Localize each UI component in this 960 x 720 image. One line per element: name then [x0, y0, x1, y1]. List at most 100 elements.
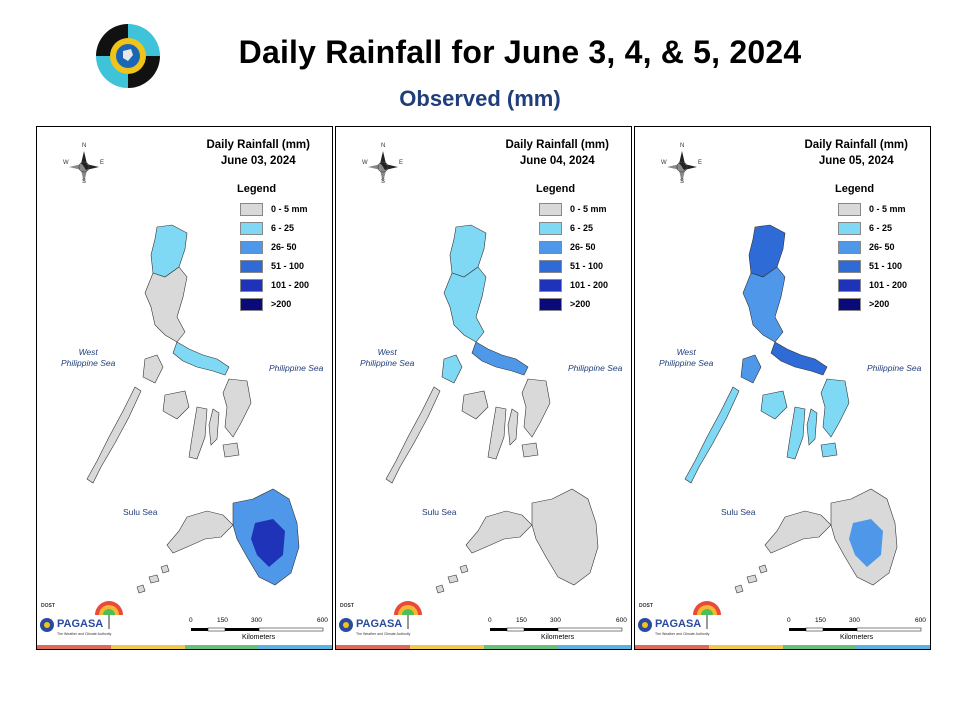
region-central-luzon	[144, 266, 188, 343]
region-sulu-islands	[734, 564, 768, 594]
scale-units: Kilometers	[242, 634, 276, 641]
region-sulu-islands	[136, 564, 170, 594]
legend-label: 26- 50	[570, 242, 596, 252]
pagasa-tagline-text: The Weather and Climate Authority	[57, 632, 112, 636]
legend-label: 0 - 5 mm	[570, 204, 607, 214]
pagasa-corner-logo: DOST PAGASA The Weather and Climate Auth…	[37, 601, 127, 641]
compass-rose-icon	[368, 151, 398, 183]
compass-n-label: N	[82, 143, 87, 149]
scale-600: 600	[317, 617, 328, 624]
region-central-luzon	[443, 266, 487, 343]
region-sulu-islands	[435, 564, 469, 594]
scale-0: 0	[488, 617, 492, 624]
sulu-sea-label: Sulu Sea	[721, 507, 756, 517]
region-mindanao-core	[251, 519, 285, 567]
legend-swatch	[838, 279, 861, 292]
panel-title-line: Daily Rainfall (mm)	[505, 139, 609, 151]
region-mindanao-core	[849, 519, 883, 567]
scale-0: 0	[189, 617, 193, 624]
philippine-sea-label: Philippine Sea	[269, 363, 324, 373]
scale-units: Kilometers	[840, 634, 874, 641]
region-bohol	[222, 442, 240, 458]
legend-label: 51 - 100	[570, 261, 604, 271]
panel-date: June 05, 2024	[818, 155, 894, 167]
scale-150: 150	[815, 617, 826, 624]
legend-label: >200	[570, 299, 591, 309]
rainfall-map-panel-2: N S W E Daily Rainfall (mm) June 04, 202…	[335, 126, 632, 650]
legend-label: 26- 50	[869, 242, 895, 252]
legend-label: 6 - 25	[570, 223, 594, 233]
scale-300: 300	[251, 617, 262, 624]
philippine-sea-label: Philippine Sea	[568, 363, 623, 373]
pagasa-tagline-text: The Weather and Climate Authority	[655, 632, 710, 636]
page-subtitle: Observed (mm)	[399, 86, 561, 111]
compass-e-label: E	[100, 160, 105, 166]
legend-label: 6 - 25	[271, 223, 295, 233]
rainfall-map-panel-3: N S W E Daily Rainfall (mm) June 05, 202…	[634, 126, 931, 650]
legend-swatch	[838, 298, 861, 311]
pagasa-tagline-text: The Weather and Climate Authority	[356, 632, 411, 636]
region-bicol	[172, 341, 230, 376]
legend-swatch	[539, 241, 562, 254]
legend-swatch	[240, 298, 263, 311]
compass-n-label: N	[680, 143, 685, 149]
legend-swatch	[240, 222, 263, 235]
legend-title: Legend	[237, 183, 277, 195]
scale-units: Kilometers	[541, 634, 575, 641]
rainfall-map	[684, 224, 898, 594]
region-negros	[786, 406, 806, 460]
compass-e-label: E	[399, 160, 404, 166]
region-negros	[188, 406, 208, 460]
panel-title-line: Daily Rainfall (mm)	[206, 139, 310, 151]
region-palawan	[684, 386, 740, 484]
footer-color-stripes	[635, 645, 930, 649]
pagasa-dost-text: DOST	[41, 603, 55, 609]
region-central-luzon	[742, 266, 786, 343]
compass-n-label: N	[381, 143, 386, 149]
compass-s-label: S	[680, 179, 685, 185]
legend-label: 0 - 5 mm	[271, 204, 308, 214]
page-title: Daily Rainfall for June 3, 4, & 5, 2024	[238, 34, 802, 70]
scale-300: 300	[849, 617, 860, 624]
west-philippine-sea-label: West Philippine Sea	[61, 347, 116, 368]
region-panay	[162, 390, 190, 420]
legend-swatch	[240, 241, 263, 254]
compass-rose-icon	[667, 151, 697, 183]
sulu-sea-label: Sulu Sea	[422, 507, 457, 517]
footer-color-stripes	[37, 645, 332, 649]
compass-e-label: E	[698, 160, 703, 166]
region-bicol	[471, 341, 529, 376]
west-philippine-sea-label: West Philippine Sea	[360, 347, 415, 368]
region-samar-leyte	[521, 378, 551, 438]
panel-date: June 03, 2024	[220, 155, 296, 167]
legend-label: 0 - 5 mm	[869, 204, 906, 214]
scale-bar	[490, 627, 623, 632]
west-philippine-sea-label: West Philippine Sea	[659, 347, 714, 368]
region-cebu	[208, 408, 220, 446]
legend-label: 51 - 100	[271, 261, 305, 271]
scale-150: 150	[217, 617, 228, 624]
rainfall-map	[385, 224, 599, 594]
region-bohol	[820, 442, 838, 458]
scale-bar	[191, 627, 324, 632]
pagasa-name-text: PAGASA	[356, 618, 403, 630]
compass-rose-icon	[69, 151, 99, 183]
legend-label: 51 - 100	[869, 261, 903, 271]
legend-title: Legend	[536, 183, 576, 195]
region-panay	[461, 390, 489, 420]
region-samar-leyte	[820, 378, 850, 438]
scale-bar	[789, 627, 922, 632]
panel-title: Daily Rainfall (mm) June 05, 2024	[804, 137, 908, 169]
legend-swatch	[838, 241, 861, 254]
legend-label: >200	[869, 299, 890, 309]
legend-label: >200	[271, 299, 292, 309]
scale-300: 300	[550, 617, 561, 624]
pagasa-name-text: PAGASA	[57, 618, 104, 630]
legend-swatch	[539, 222, 562, 235]
region-north-luzon	[449, 224, 487, 278]
rainfall-map-panel-1: N S W E Daily Rainfall (mm) June 03, 202…	[36, 126, 333, 650]
region-samar-leyte	[222, 378, 252, 438]
compass-w-label: W	[63, 160, 69, 166]
region-mindoro	[740, 354, 762, 384]
region-palawan	[86, 386, 142, 484]
